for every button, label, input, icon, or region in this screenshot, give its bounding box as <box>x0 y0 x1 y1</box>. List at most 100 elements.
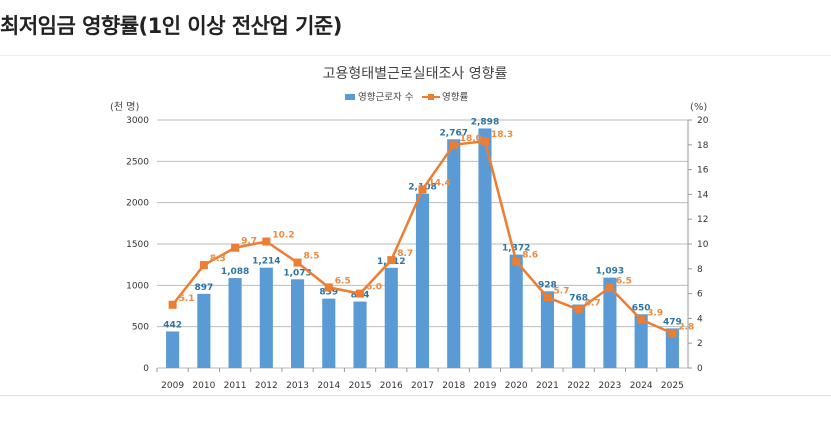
bar <box>166 331 180 368</box>
left-tick-label: 1000 <box>126 281 149 291</box>
rate-data-label: 8.6 <box>522 250 538 260</box>
rate-data-label: 2.8 <box>678 322 694 332</box>
left-tick-label: 2000 <box>126 199 149 209</box>
bar-data-label: 928 <box>538 280 557 290</box>
bar <box>415 193 430 368</box>
rate-marker <box>231 243 240 252</box>
bar <box>259 267 273 368</box>
x-tick-label: 2013 <box>286 381 309 391</box>
bar <box>572 304 586 368</box>
rate-data-label: 14.4 <box>429 178 451 188</box>
right-tick-label: 4 <box>697 314 703 324</box>
right-axis-unit: (%) <box>690 102 707 113</box>
rate-data-label: 18.3 <box>491 130 513 140</box>
rate-marker <box>574 305 583 314</box>
bar <box>322 298 336 368</box>
rate-data-label: 5.1 <box>179 294 195 304</box>
x-tick-label: 2016 <box>380 381 403 391</box>
bar-data-label: 479 <box>663 317 682 327</box>
legend-line-marker <box>428 94 434 100</box>
rate-marker <box>605 283 614 292</box>
right-tick-label: 12 <box>697 215 708 225</box>
divider <box>0 395 831 396</box>
rate-marker <box>262 237 271 246</box>
x-tick-label: 2023 <box>598 381 621 391</box>
x-tick-label: 2022 <box>567 381 590 391</box>
rate-data-label: 8.5 <box>304 252 320 262</box>
right-tick-label: 0 <box>697 364 703 374</box>
right-tick-label: 6 <box>697 290 703 300</box>
x-tick-label: 2020 <box>505 381 528 391</box>
rate-marker <box>293 258 302 267</box>
bar-data-label: 1,088 <box>221 267 249 277</box>
rate-marker <box>199 261 208 270</box>
right-tick-label: 20 <box>697 116 709 126</box>
bar-data-label: 1,073 <box>283 268 311 278</box>
rate-data-label: 8.3 <box>210 254 226 264</box>
left-tick-label: 2500 <box>126 157 149 167</box>
bar-data-label: 442 <box>163 320 182 330</box>
x-tick-label: 2011 <box>224 381 247 391</box>
rate-data-label: 6.0 <box>366 283 382 293</box>
bar-data-label: 839 <box>319 288 338 298</box>
x-tick-label: 2017 <box>411 381 434 391</box>
rate-marker <box>324 283 333 292</box>
rate-marker <box>637 315 646 324</box>
rate-data-label: 9.7 <box>241 237 257 247</box>
page-title: 최저임금 영향률(1인 이상 전산업 기준) <box>0 14 342 38</box>
bar <box>290 279 305 368</box>
rate-data-label: 8.7 <box>397 249 413 259</box>
bar-data-label: 768 <box>569 294 588 304</box>
bar-data-label: 1,093 <box>596 267 624 277</box>
left-tick-label: 3000 <box>126 116 149 126</box>
bar-data-label: 2,767 <box>440 128 468 138</box>
x-tick-label: 2015 <box>349 381 372 391</box>
bar <box>478 128 492 368</box>
legend-bar-label: 영향근로자 수 <box>358 91 414 103</box>
rate-data-label: 18.0 <box>460 134 482 144</box>
bar <box>384 267 398 368</box>
x-tick-label: 2024 <box>630 381 653 391</box>
right-tick-label: 2 <box>697 339 703 349</box>
divider <box>0 55 831 56</box>
x-tick-label: 2025 <box>661 381 684 391</box>
rate-marker <box>668 329 677 338</box>
rate-marker <box>512 257 521 266</box>
bar-data-label: 897 <box>194 283 213 293</box>
bar-data-label: 1,372 <box>502 244 530 254</box>
rate-marker <box>356 289 365 298</box>
rate-data-label: 3.9 <box>647 309 663 319</box>
x-tick-label: 2019 <box>474 381 497 391</box>
bar <box>665 328 679 368</box>
left-tick-label: 1500 <box>126 240 149 250</box>
right-tick-label: 18 <box>697 141 709 151</box>
bar <box>540 291 555 368</box>
x-tick-label: 2012 <box>255 381 278 391</box>
bar-data-label: 650 <box>632 303 651 313</box>
rate-data-label: 5.7 <box>553 286 569 296</box>
bar <box>634 314 648 368</box>
rate-marker <box>168 300 177 309</box>
x-tick-label: 2018 <box>442 381 465 391</box>
x-tick-label: 2009 <box>161 381 184 391</box>
bar <box>447 139 461 368</box>
bar <box>353 301 367 368</box>
legend-line-label: 영향률 <box>442 91 468 103</box>
right-tick-label: 14 <box>697 190 709 200</box>
bar <box>603 277 617 368</box>
bar-data-label: 2,898 <box>471 117 499 127</box>
rate-data-label: 10.2 <box>272 231 294 241</box>
rate-marker <box>387 256 396 265</box>
left-tick-label: 0 <box>143 364 149 374</box>
left-tick-label: 500 <box>132 323 149 333</box>
x-tick-label: 2010 <box>192 381 215 391</box>
rate-marker <box>449 140 458 149</box>
right-tick-label: 10 <box>697 240 709 250</box>
bar-data-label: 1,214 <box>252 257 280 267</box>
rate-data-label: 6.5 <box>616 276 632 286</box>
x-tick-label: 2021 <box>536 381 559 391</box>
rate-marker <box>480 137 489 146</box>
rate-marker <box>418 185 427 194</box>
right-tick-label: 16 <box>697 166 709 176</box>
